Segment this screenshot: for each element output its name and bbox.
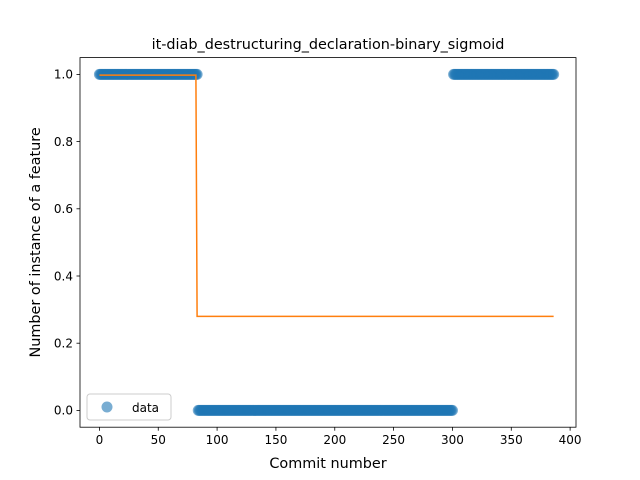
y-tick-label: 0.2 [54,337,73,351]
y-tick-label: 0.6 [54,202,73,216]
data-point [446,404,458,416]
legend-box [86,393,172,421]
x-tick-label: 50 [151,433,166,447]
x-axis-label: Commit number [269,456,386,472]
data-point [548,68,560,80]
x-tick-label: 350 [500,433,523,447]
chart-title: it-diab_destructuring_declaration-binary… [152,37,505,53]
x-tick-label: 200 [323,433,346,447]
x-tick-label: 400 [559,433,582,447]
y-tick-label: 0.0 [54,404,73,418]
x-tick-label: 300 [441,433,464,447]
data-point [191,68,203,80]
plot-frame [79,57,577,428]
fit-line [99,74,554,318]
legend: data [86,393,172,421]
y-tick-label: 0.8 [54,135,73,149]
x-tick-label: 150 [264,433,287,447]
x-tick-label: 0 [96,433,104,447]
x-tick-label: 100 [206,433,229,447]
y-tick-label: 1.0 [54,68,73,82]
x-tick-label: 250 [382,433,405,447]
legend-label-data: data [132,401,159,415]
fit-line-layer [99,74,554,318]
x-axis-ticks: 0 50 100 150 200 250 300 350 400 [96,427,582,447]
y-tick-label: 0.4 [54,269,73,283]
y-axis-label: Number of instance of a feature [28,127,44,357]
legend-marker-data [101,401,113,413]
y-axis-ticks: 0.0 0.2 0.4 0.6 0.8 1.0 [54,68,80,418]
